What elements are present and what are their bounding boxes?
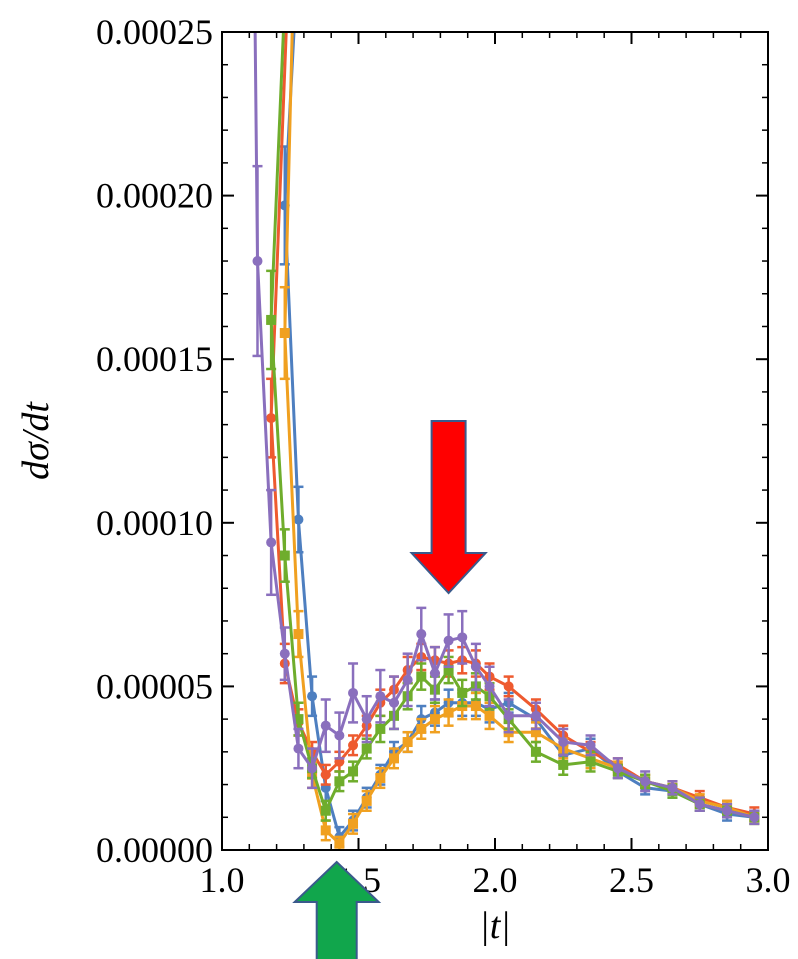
data-point [320, 805, 331, 816]
data-point [443, 665, 454, 676]
data-point [530, 710, 541, 721]
data-point [585, 740, 596, 751]
y-tick-label: 0.00010 [96, 503, 213, 543]
x-axis-title: |t| [479, 905, 510, 947]
y-tick-label: 0.00025 [96, 12, 213, 52]
data-point [484, 681, 495, 692]
data-point [443, 707, 454, 718]
red-down-arrow [409, 420, 488, 595]
data-point [348, 766, 359, 777]
data-point [416, 723, 427, 734]
data-point [429, 714, 440, 725]
data-point [402, 737, 413, 748]
data-point [375, 691, 386, 702]
data-point [429, 668, 440, 679]
plot-frame [221, 31, 769, 851]
x-tick-label: 2.5 [609, 860, 654, 900]
y-tick-label: 0.00015 [96, 339, 213, 379]
data-point [470, 701, 481, 712]
data-point [320, 720, 331, 731]
data-point [388, 753, 399, 764]
data-point [361, 714, 372, 725]
data-point [334, 838, 345, 849]
data-point [348, 740, 359, 751]
data-point [457, 687, 468, 698]
green-up-arrow [292, 860, 382, 959]
data-point [320, 769, 331, 780]
series-line [269, 32, 755, 819]
data-point [307, 763, 318, 774]
data-point [307, 691, 318, 702]
data-point [694, 799, 705, 810]
data-point [293, 514, 304, 525]
series-layer [252, 32, 760, 850]
y-tick-label: 0.00005 [96, 666, 213, 706]
data-point [443, 635, 454, 646]
data-point [334, 730, 345, 741]
data-point [416, 629, 427, 640]
data-point [361, 795, 372, 806]
data-point [266, 413, 277, 424]
data-point [334, 776, 345, 787]
data-point [293, 714, 304, 725]
data-point [457, 632, 468, 643]
data-point [722, 805, 733, 816]
data-point [279, 550, 290, 561]
data-point [640, 776, 651, 787]
y-axis-title: dσ/dt [15, 401, 57, 480]
y-tick-label: 0.00000 [96, 830, 213, 870]
data-point [402, 674, 413, 685]
annotation-layer [292, 420, 488, 959]
data-point [375, 723, 386, 734]
data-point [558, 737, 569, 748]
data-point [320, 825, 331, 836]
data-point [530, 746, 541, 757]
data-point [416, 671, 427, 682]
data-point [388, 697, 399, 708]
data-point [293, 743, 304, 754]
data-point [279, 328, 290, 339]
data-point [503, 681, 514, 692]
data-point [530, 727, 541, 738]
data-point [470, 661, 481, 672]
data-point [585, 756, 596, 767]
data-point [293, 629, 304, 640]
data-point [361, 743, 372, 754]
data-point [612, 763, 623, 774]
data-point [503, 710, 514, 721]
y-tick-label: 0.00020 [96, 176, 213, 216]
series-0 [279, 32, 760, 848]
data-point [484, 710, 495, 721]
data-point [266, 537, 277, 548]
series-4 [252, 32, 760, 826]
data-point [252, 256, 263, 267]
x-tick-label: 3.0 [746, 860, 791, 900]
data-point [348, 818, 359, 829]
x-tick-label: 2.0 [473, 860, 518, 900]
x-tick-label: 1.0 [200, 860, 245, 900]
series-1 [266, 32, 760, 822]
data-point [279, 648, 290, 659]
data-point [375, 773, 386, 784]
data-point [667, 782, 678, 793]
data-point [348, 687, 359, 698]
ticks-layer: 1.0 1.5 2.0 2.5 3.00.000000.000050.000100.00… [96, 12, 791, 900]
data-point [266, 314, 277, 325]
series-line [253, 32, 755, 819]
series-line [283, 32, 755, 839]
data-point [558, 759, 569, 770]
data-point [749, 812, 760, 823]
